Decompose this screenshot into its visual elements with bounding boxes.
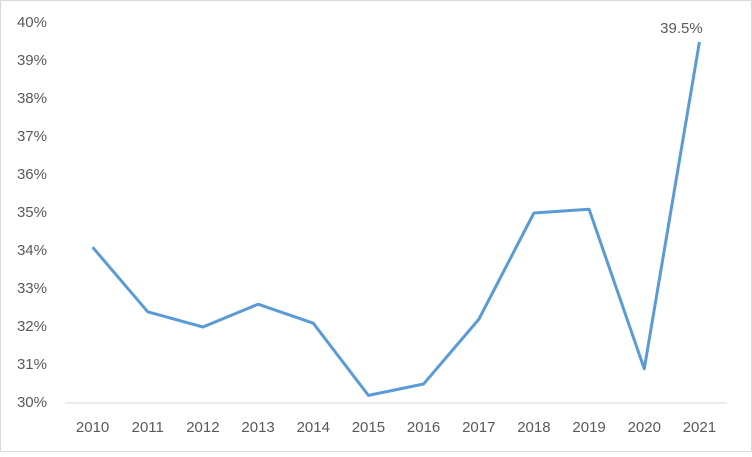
y-tick-label: 31% <box>17 356 47 373</box>
x-tick-label: 2018 <box>517 419 550 436</box>
y-tick-label: 32% <box>17 318 47 335</box>
y-tick-label: 35% <box>17 204 47 221</box>
x-tick-label: 2016 <box>407 419 440 436</box>
x-tick-label: 2010 <box>76 419 109 436</box>
x-tick-label: 2020 <box>628 419 661 436</box>
y-tick-label: 36% <box>17 166 47 183</box>
y-tick-label: 38% <box>17 90 47 107</box>
x-tick-label: 2021 <box>683 419 716 436</box>
x-tick-label: 2015 <box>352 419 385 436</box>
x-tick-label: 2013 <box>241 419 274 436</box>
y-tick-label: 39% <box>17 52 47 69</box>
y-tick-label: 30% <box>17 394 47 411</box>
y-tick-label: 37% <box>17 128 47 145</box>
x-tick-label: 2012 <box>186 419 219 436</box>
x-tick-label: 2017 <box>462 419 495 436</box>
y-tick-label: 33% <box>17 280 47 297</box>
data-label: 39.5% <box>660 20 703 37</box>
x-tick-label: 2014 <box>297 419 330 436</box>
y-tick-label: 34% <box>17 242 47 259</box>
line-series <box>91 41 701 397</box>
x-tick-label: 2019 <box>572 419 605 436</box>
x-tick-label: 2011 <box>132 419 164 436</box>
y-tick-label: 40% <box>17 14 47 31</box>
